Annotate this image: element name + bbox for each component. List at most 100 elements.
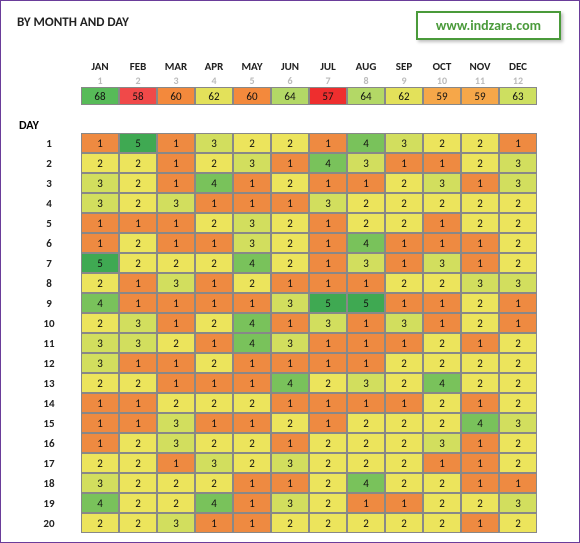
heatmap-cell: 3 <box>195 453 233 473</box>
day-label: 10 <box>17 313 81 333</box>
month-number: 11 <box>461 74 499 87</box>
heatmap-cell: 4 <box>309 153 347 173</box>
heatmap-cell: 2 <box>81 453 119 473</box>
heatmap-cell: 2 <box>385 513 423 533</box>
heatmap-cell: 1 <box>309 333 347 353</box>
heatmap-cell: 2 <box>119 473 157 493</box>
month-number: 3 <box>157 74 195 87</box>
table-row: 16123221222312 <box>17 433 537 453</box>
heatmap-cell: 1 <box>385 293 423 313</box>
heatmap-cell: 1 <box>233 173 271 193</box>
heatmap-cell: 4 <box>347 133 385 153</box>
heatmap-cell: 2 <box>195 213 233 233</box>
heatmap-cell: 2 <box>271 233 309 253</box>
heatmap-cell: 2 <box>385 213 423 233</box>
day-label: 15 <box>17 413 81 433</box>
heatmap-cell: 2 <box>81 513 119 533</box>
heatmap-cell: 1 <box>157 213 195 233</box>
heatmap-cell: 2 <box>499 513 537 533</box>
month-header: JUN <box>271 58 309 74</box>
heatmap-cell: 2 <box>271 133 309 153</box>
heatmap-cell: 2 <box>81 153 119 173</box>
day-label: 13 <box>17 373 81 393</box>
heatmap-cell: 1 <box>233 293 271 313</box>
table-row: 1151322143221 <box>17 133 537 153</box>
heatmap-cell: 2 <box>347 453 385 473</box>
heatmap-cell: 2 <box>119 493 157 513</box>
heatmap-cell: 2 <box>119 173 157 193</box>
heatmap-cell: 1 <box>461 513 499 533</box>
heatmap-cell: 1 <box>423 233 461 253</box>
heatmap-cell: 2 <box>423 473 461 493</box>
heatmap-cell: 1 <box>461 473 499 493</box>
month-number: 6 <box>271 74 309 87</box>
month-number: 9 <box>385 74 423 87</box>
heatmap-cell: 5 <box>347 293 385 313</box>
heatmap-cell: 1 <box>119 353 157 373</box>
table-row: 20223112222212 <box>17 513 537 533</box>
heatmap-cell: 3 <box>233 153 271 173</box>
heatmap-cell: 1 <box>271 433 309 453</box>
heatmap-cell: 2 <box>385 453 423 473</box>
heatmap-cell: 1 <box>309 133 347 153</box>
heatmap-cell: 2 <box>119 373 157 393</box>
heatmap-cell: 1 <box>385 493 423 513</box>
heatmap-cell: 1 <box>499 133 537 153</box>
table-row: 17221323222112 <box>17 453 537 473</box>
month-header: FEB <box>119 58 157 74</box>
heatmap-cell: 3 <box>81 353 119 373</box>
heatmap-cell: 2 <box>195 313 233 333</box>
month-header: DEC <box>499 58 537 74</box>
heatmap-cell: 4 <box>81 493 119 513</box>
heatmap-cell: 2 <box>461 353 499 373</box>
heatmap-cell: 2 <box>271 253 309 273</box>
heatmap-cell: 2 <box>157 493 195 513</box>
heatmap-cell: 2 <box>499 193 537 213</box>
heatmap-cell: 1 <box>309 353 347 373</box>
heatmap-cell: 1 <box>157 353 195 373</box>
heatmap-cell: 1 <box>81 213 119 233</box>
heatmap-cell: 3 <box>81 473 119 493</box>
heatmap-cell: 2 <box>499 233 537 253</box>
heatmap-cell: 2 <box>309 453 347 473</box>
heatmap-cell: 2 <box>461 193 499 213</box>
heatmap-cell: 2 <box>195 353 233 373</box>
heatmap-cell: 2 <box>195 473 233 493</box>
heatmap-cell: 2 <box>233 393 271 413</box>
heatmap-cell: 1 <box>385 393 423 413</box>
heatmap-cell: 1 <box>157 293 195 313</box>
table-row: 13221114232422 <box>17 373 537 393</box>
month-header: JUL <box>309 58 347 74</box>
table-row: 12311211112222 <box>17 353 537 373</box>
month-number: 2 <box>119 74 157 87</box>
table-row: 8213121112233 <box>17 273 537 293</box>
heatmap-cell: 4 <box>461 413 499 433</box>
heatmap-cell: 3 <box>461 273 499 293</box>
heatmap-cell: 2 <box>499 433 537 453</box>
heatmap-cell: 3 <box>271 293 309 313</box>
heatmap-cell: 2 <box>309 473 347 493</box>
heatmap-cell: 1 <box>195 513 233 533</box>
heatmap-cell: 1 <box>271 393 309 413</box>
heatmap-cell: 3 <box>347 253 385 273</box>
day-label: 17 <box>17 453 81 473</box>
heatmap-cell: 1 <box>157 233 195 253</box>
url-box[interactable]: www.indzara.com <box>416 11 561 40</box>
heatmap-cell: 2 <box>461 153 499 173</box>
heatmap-cell: 1 <box>81 433 119 453</box>
summary-cell: 60 <box>157 87 195 105</box>
heatmap-cell: 2 <box>385 433 423 453</box>
heatmap-cell: 1 <box>347 393 385 413</box>
table-row: 9411113551121 <box>17 293 537 313</box>
heatmap-cell: 2 <box>81 273 119 293</box>
heatmap-cell: 1 <box>195 193 233 213</box>
heatmap-cell: 3 <box>347 373 385 393</box>
heatmap-cell: 2 <box>385 273 423 293</box>
heatmap-cell: 2 <box>385 173 423 193</box>
heatmap-cell: 3 <box>423 253 461 273</box>
heatmap-cell: 2 <box>347 193 385 213</box>
heatmap-cell: 1 <box>119 273 157 293</box>
day-label: 14 <box>17 393 81 413</box>
table-row: 10231241313121 <box>17 313 537 333</box>
day-label: 2 <box>17 153 81 173</box>
